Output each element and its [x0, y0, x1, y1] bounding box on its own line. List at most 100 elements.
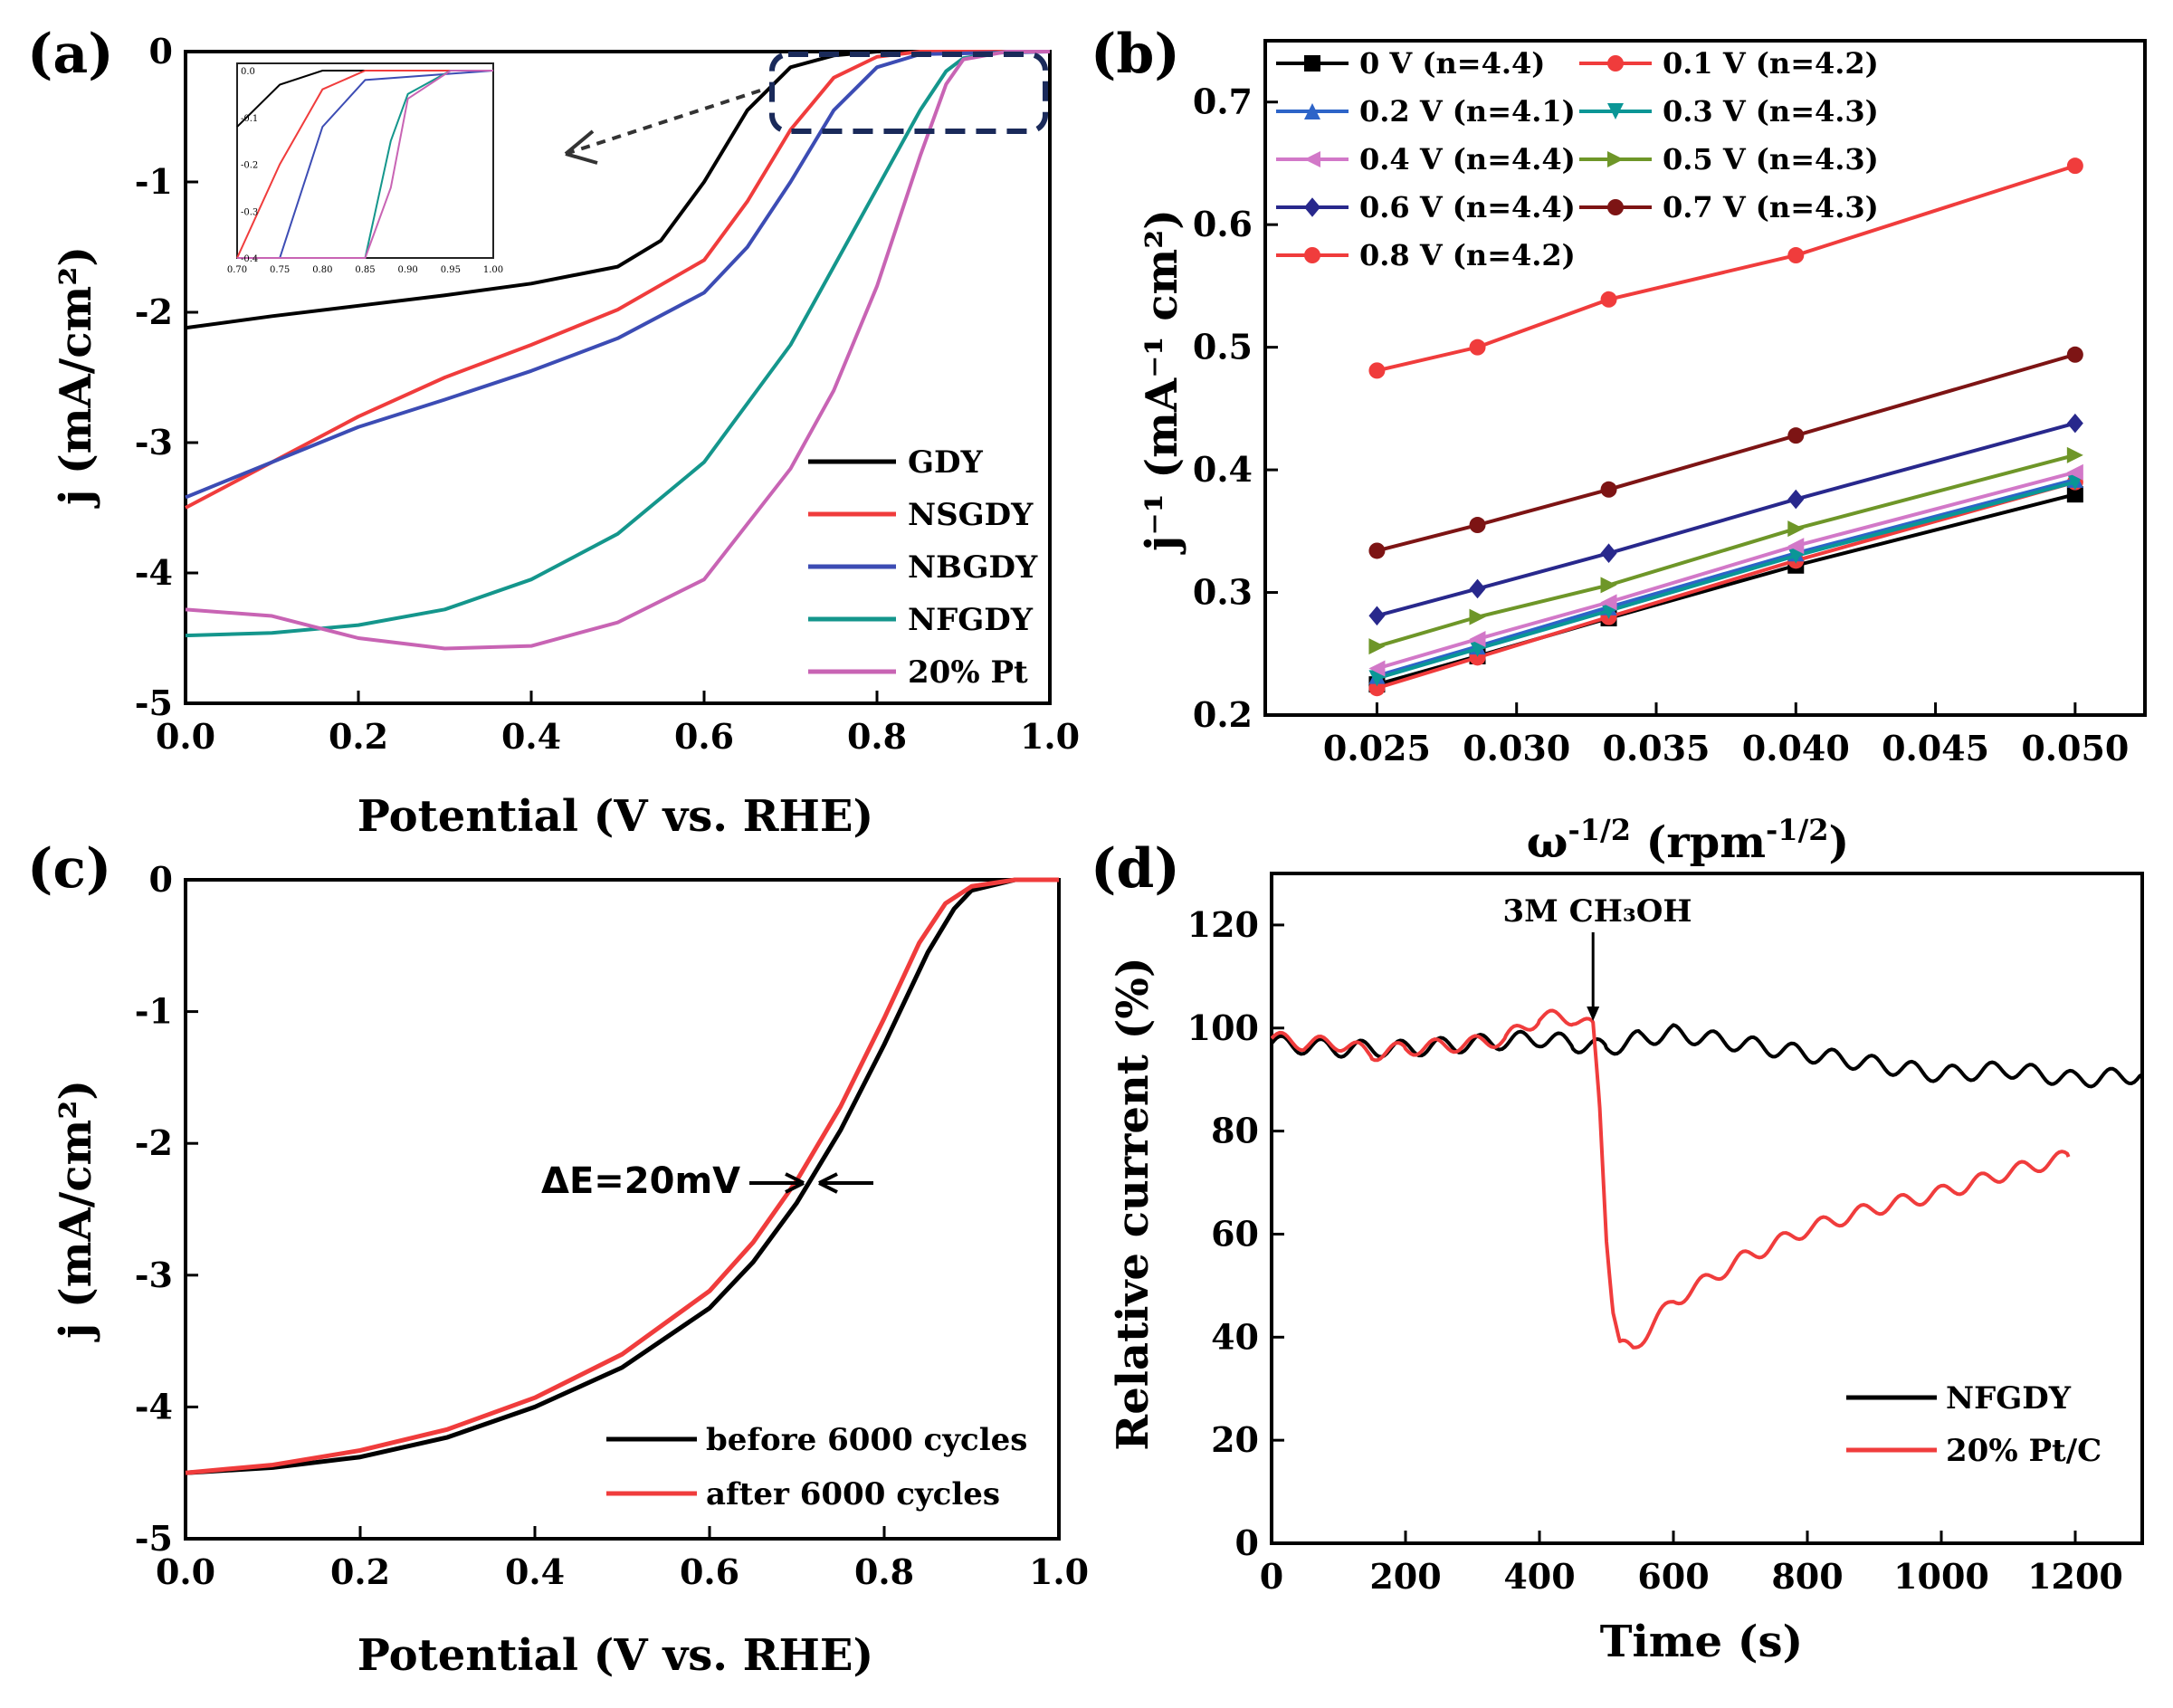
b-data-point	[1787, 520, 1805, 538]
delta-e-arrow-left	[749, 1172, 805, 1194]
a-legend-label: GDY	[908, 444, 984, 481]
b-data-point	[1787, 427, 1805, 444]
d-xtick-label: 800	[1771, 1556, 1843, 1597]
chart-panel-a: (a) 0.0 0.2 0.4 0.6 0.8 1.00-1-2-3-4-5 0.70 0.…	[27, 23, 1080, 842]
a-legend-label: NBGDY	[908, 549, 1038, 586]
b-legend-label: 0.6 V (n=4.4)	[1359, 190, 1576, 224]
c-xtick-label: 0.6	[680, 1551, 739, 1592]
c-xtick-label: 1.0	[1029, 1551, 1089, 1592]
c-xtick-label: 0.4	[505, 1551, 565, 1592]
c-ytick-label: -1	[135, 991, 173, 1032]
a-inset-ytick-label: -0.3	[241, 207, 258, 217]
b-data-point	[1304, 151, 1320, 167]
d-xtick-label: 1000	[1893, 1556, 1989, 1597]
panel-c-ylabel: j (mA/cm²)	[51, 1080, 101, 1342]
chart-panel-b: (b) 0.025 0.030 0.035 0.040 0.045 0.050 0.2 0.3…	[1091, 23, 2147, 868]
panel-b-letter: (b)	[1091, 23, 1180, 86]
b-data-point	[1469, 631, 1486, 648]
panel-d-letter: (d)	[1091, 837, 1180, 901]
a-inset-xtick-label: 0.85	[355, 265, 375, 275]
c-series-line	[185, 877, 1059, 1475]
a-xtick-label: 0.6	[674, 716, 734, 757]
d-ytick-label: 0	[1235, 1522, 1259, 1563]
panel-a-letter: (a)	[27, 23, 114, 86]
c-legend-label: after 6000 cycles	[706, 1476, 1000, 1512]
d-ytick-label: 60	[1211, 1213, 1259, 1254]
chart-panel-c: (c) 0.0 0.2 0.4 0.6 0.8 1.0 0 -1 -2 -3 -4 -5 ΔE=20m…	[27, 837, 1089, 1681]
a-ytick-label: -2	[135, 291, 173, 332]
panel-b-plot-frame	[1263, 39, 2147, 717]
panel-c-letter: (c)	[27, 837, 111, 901]
b-data-point	[2066, 157, 2083, 175]
d-xtick-label: 400	[1503, 1556, 1575, 1597]
b-data-point	[1469, 578, 1486, 599]
panel-a-xlabel: Potential (V vs. RHE)	[357, 791, 873, 842]
a-inset-xtick-label: 0.70	[227, 265, 247, 275]
b-xtick-label: 0.045	[1882, 728, 1989, 768]
a-inset-xtick-label: 0.90	[398, 265, 418, 275]
b-data-point	[1368, 606, 1386, 626]
a-inset-ytick-label: -0.2	[241, 161, 258, 171]
b-data-point	[1600, 594, 1617, 611]
panel-c-plot-frame	[184, 878, 1061, 1541]
b-ytick-label: 0.6	[1193, 204, 1253, 244]
a-legend-label: 20% Pt	[908, 654, 1028, 691]
zoom-arrow-head	[564, 129, 598, 165]
panel-d-xlabel: Time (s)	[1600, 1617, 1803, 1667]
d-ytick-label: 20	[1211, 1419, 1259, 1460]
delta-e-annotation: ΔE=20mV	[541, 1160, 740, 1202]
panel-c-xlabel: Potential (V vs. RHE)	[357, 1630, 873, 1681]
d-ytick-label: 100	[1187, 1007, 1259, 1048]
c-ytick-label: -5	[135, 1518, 173, 1559]
a-ytick-label: -5	[135, 682, 173, 723]
a-xtick-label: 1.0	[1020, 716, 1080, 757]
b-data-point	[1368, 638, 1386, 655]
a-inset-xtick-label: 1.00	[483, 265, 503, 275]
c-series-line	[185, 877, 1059, 1475]
zoom-arrow-line	[565, 89, 761, 156]
a-inset-ytick-label: 0.0	[241, 67, 255, 77]
b-data-point	[2066, 446, 2083, 463]
methanol-arrow-head	[1587, 1007, 1600, 1021]
a-ytick-label: 0	[149, 31, 173, 72]
b-data-point	[1600, 543, 1617, 563]
b-data-point	[1607, 103, 1624, 119]
a-inset-xtick-label: 0.75	[270, 265, 290, 275]
b-legend-label: 0 V (n=4.4)	[1359, 46, 1545, 81]
b-legend-label: 0.5 V (n=4.3)	[1663, 142, 1879, 177]
panel-d-ylabel: Relative current (%)	[1108, 957, 1158, 1450]
b-data-point	[1787, 538, 1805, 555]
a-inset-series-line	[237, 70, 493, 259]
d-series-line	[1270, 1023, 2144, 1089]
methanol-annotation: 3M CH₃OH	[1503, 893, 1692, 930]
b-xtick-label: 0.035	[1603, 728, 1711, 768]
b-legend-label: 0.3 V (n=4.3)	[1663, 94, 1879, 129]
b-data-point	[1607, 55, 1624, 72]
b-data-point	[1304, 103, 1320, 119]
b-data-point	[1607, 199, 1624, 215]
c-ytick-label: -3	[135, 1255, 173, 1295]
a-series-line-nsgdy	[185, 50, 1050, 510]
d-series-line	[1270, 1008, 2071, 1350]
b-ytick-label: 0.4	[1193, 449, 1253, 490]
a-inset-ytick-label: -0.1	[241, 114, 258, 124]
b-data-point	[1607, 151, 1624, 167]
c-ytick-label: -2	[135, 1122, 173, 1163]
a-inset-xtick-label: 0.95	[441, 265, 461, 275]
b-data-point	[1304, 247, 1320, 263]
b-legend-label: 0.7 V (n=4.3)	[1663, 190, 1879, 224]
b-data-point	[2066, 463, 2083, 481]
panel-d-plot-frame	[1270, 872, 2144, 1545]
b-xtick-label: 0.050	[2021, 728, 2129, 768]
b-legend-label: 0.2 V (n=4.1)	[1359, 94, 1576, 129]
a-xtick-label: 0.2	[329, 716, 388, 757]
b-data-point	[2066, 486, 2083, 503]
delta-e-arrow-right	[818, 1172, 873, 1194]
chart-panel-d: (d) 0 200 400 600 800 1000 1200 0 20 40 60 80 100 120…	[1091, 837, 2144, 1667]
a-xtick-label: 0.8	[847, 716, 907, 757]
b-xtick-label: 0.040	[1742, 728, 1850, 768]
b-data-point	[1600, 481, 1617, 498]
c-xtick-label: 0.8	[854, 1551, 914, 1592]
d-ytick-label: 40	[1211, 1316, 1259, 1357]
a-series-line-nbgdy	[185, 50, 1051, 500]
